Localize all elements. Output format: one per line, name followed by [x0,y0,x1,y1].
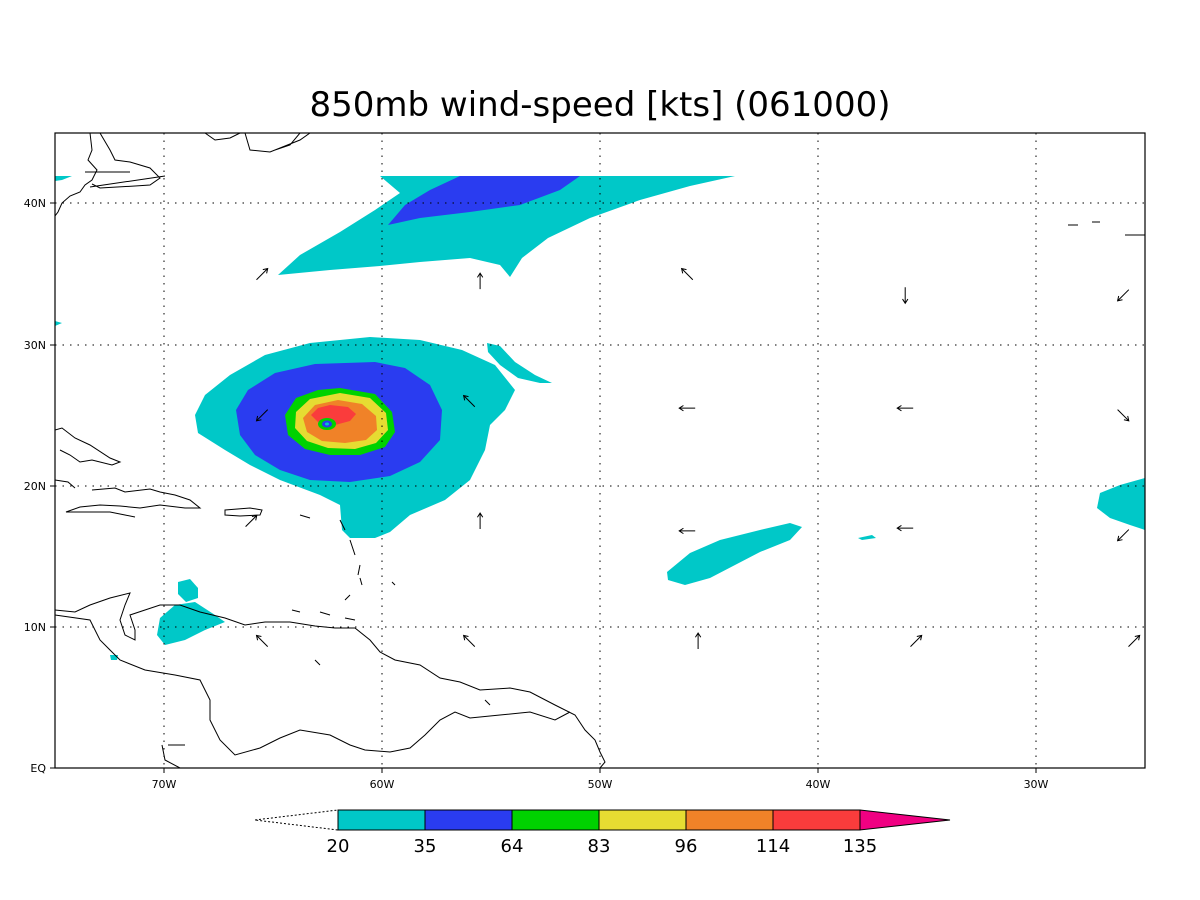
shade-20-eye [325,422,329,426]
shade-20-blob-central [667,523,802,585]
legend-swatch-20-35 [337,809,426,831]
coastlines [55,133,1145,768]
wind-vector-arrow [255,409,269,422]
wind-vector-arrow [694,632,702,649]
wind-vector-arrow [256,267,269,281]
wind-vector-arrow [680,267,694,281]
wind-vectors [245,267,1141,649]
shade-20-north-edge [55,176,72,181]
wind-vector-arrow [1116,289,1130,302]
shade-20-blob-west [55,321,62,326]
y-tick-label-eq: EQ [30,762,46,775]
legend-swatch-35-64 [424,809,513,831]
wind-vector-arrow [462,394,476,408]
legend-label-83: 83 [588,836,611,857]
wind-vector-arrow [1117,409,1130,422]
shade-20-blob-east [1097,478,1145,530]
coastline-south-america [55,592,606,768]
y-tick-label-40n: 40N [24,197,46,210]
wind-vector-arrow [896,525,914,532]
shade-20-blob-bermuda [487,343,552,383]
legend-label-114: 114 [756,836,790,857]
axis-ticks [50,202,1037,773]
legend-swatch-83-96 [598,809,687,831]
shade-20-blob-venezuela [157,602,225,645]
color-bar-legend: 20 35 64 83 96 114 135 [254,809,951,857]
x-tick-label-40w: 40W [806,778,831,791]
wind-speed-shading [55,176,1145,660]
wind-vector-arrow [902,287,909,305]
wind-vector-arrow [245,514,258,528]
x-tick-label-60w: 60W [370,778,395,791]
wind-vector-arrow [678,527,696,535]
graticule [55,133,1145,768]
wind-vector-arrow [1128,634,1141,647]
shade-20-blob-small1 [858,535,876,540]
shade-20-north-band [278,176,735,277]
coastline-atlantic-islands [1068,221,1145,236]
wind-vector-arrow [910,634,923,647]
shade-35-north-band [388,176,580,225]
legend-label-64: 64 [501,836,524,857]
legend-label-35: 35 [414,836,437,857]
legend-upper-triangle [859,809,951,831]
shade-20-blob-caribbean [178,579,198,602]
wind-vector-arrow [462,634,476,647]
wind-vector-arrow [678,405,696,412]
legend-swatch-96-114 [685,809,774,831]
wind-vector-arrow [896,405,914,412]
map-title: 850mb wind-speed [kts] (061000) [310,85,891,125]
y-tick-label-20n: 20N [24,480,46,493]
map-frame [54,132,1146,769]
coastline-caribbean-islands [55,427,396,601]
wind-vector-arrow [476,512,484,530]
coastline-north-america [55,133,311,217]
x-tick-label-70w: 70W [152,778,177,791]
wind-vector-arrow [476,272,484,290]
wind-vector-arrow [255,634,269,647]
x-tick-label-50w: 50W [588,778,613,791]
legend-label-96: 96 [675,836,698,857]
legend-lower-triangle [254,809,339,831]
legend-label-20: 20 [327,836,350,857]
x-tick-label-30w: 30W [1024,778,1049,791]
map-panel: 70W 60W 50W 40W 30W EQ 10N 20N 30N 40N [24,132,1146,791]
wind-vector-arrow [1116,529,1130,542]
legend-swatch-114-135 [772,809,861,831]
y-tick-label-30n: 30N [24,339,46,352]
legend-swatch-64-83 [511,809,600,831]
y-tick-label-10n: 10N [24,621,46,634]
legend-label-135: 135 [843,836,877,857]
